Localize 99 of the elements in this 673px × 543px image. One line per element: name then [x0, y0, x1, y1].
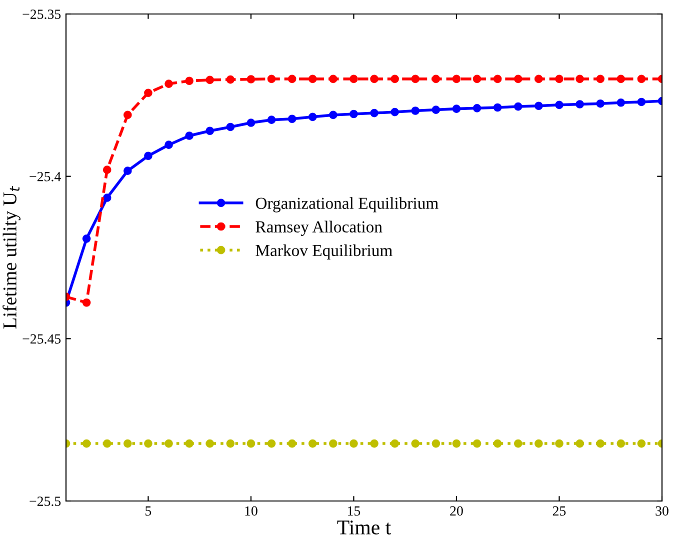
point [206, 439, 214, 448]
legend-label: Organizational Equilibrium [256, 197, 438, 212]
y-axis-title: Lifetime utility U$_{t}$ [2, 186, 20, 329]
point [102, 166, 112, 174]
point [493, 103, 502, 112]
point [432, 74, 440, 84]
x-tick-label: 30 [656, 506, 668, 516]
x-tick-label: 10 [245, 506, 258, 516]
point [370, 439, 378, 448]
point [596, 74, 605, 84]
point [452, 439, 461, 448]
point [144, 152, 152, 160]
point [514, 439, 522, 448]
point [472, 104, 482, 112]
point [123, 110, 132, 120]
point [144, 88, 152, 98]
point [576, 439, 584, 448]
point [432, 106, 440, 114]
point [493, 74, 502, 84]
y-tick-label: −25.5 [30, 496, 61, 506]
point [246, 439, 256, 448]
legend-label: Markov Equilibrium [256, 244, 392, 260]
point [185, 439, 194, 448]
point [308, 74, 317, 84]
point [267, 439, 276, 448]
point [637, 74, 646, 84]
point [308, 439, 317, 448]
point [226, 122, 235, 132]
point [637, 98, 646, 106]
point [267, 74, 276, 84]
y-tick-label: −25.45 [22, 334, 61, 344]
point [596, 439, 605, 448]
point [102, 439, 112, 448]
x-tick-label: 20 [450, 506, 463, 516]
point [164, 439, 173, 448]
point [616, 98, 626, 107]
point [555, 439, 564, 448]
point [370, 74, 378, 84]
point [288, 439, 296, 448]
point [329, 74, 338, 84]
point [308, 112, 317, 122]
point [514, 102, 522, 111]
point [637, 439, 646, 448]
x-tick-label: 25 [552, 506, 566, 516]
point [82, 439, 91, 448]
point [370, 108, 378, 118]
point [493, 439, 502, 448]
point [411, 74, 420, 84]
point [472, 74, 482, 84]
point [226, 439, 235, 448]
point [144, 439, 152, 448]
point [350, 110, 358, 118]
point [329, 110, 338, 120]
point [411, 106, 420, 115]
point [185, 76, 194, 86]
point [102, 194, 112, 202]
point [226, 75, 235, 84]
point [350, 439, 358, 448]
y-tick-label: −25.35 [22, 10, 61, 20]
point [329, 439, 338, 448]
point [82, 234, 91, 243]
point [123, 439, 132, 448]
x-axis-title: Time t [337, 520, 391, 535]
point [616, 74, 626, 84]
point [452, 104, 461, 113]
point [288, 74, 296, 84]
point [616, 439, 626, 448]
point [267, 116, 276, 124]
point [390, 74, 399, 84]
point [123, 166, 132, 175]
point [472, 439, 482, 448]
point [534, 74, 543, 84]
point [411, 439, 420, 448]
point [390, 108, 399, 116]
point [164, 80, 173, 88]
legend-label: Ramsey Allocation [256, 220, 382, 236]
point [534, 102, 543, 110]
y-tick-label: −25.4 [30, 172, 61, 182]
point [555, 100, 564, 110]
point [576, 74, 584, 84]
point [350, 74, 358, 84]
point [555, 74, 564, 84]
point [82, 298, 91, 307]
x-tick-label: 15 [348, 506, 360, 516]
point [534, 439, 543, 448]
point [288, 114, 296, 124]
point [206, 126, 214, 136]
point [576, 100, 584, 108]
point [164, 140, 173, 150]
point [185, 132, 194, 140]
point [246, 118, 256, 127]
point [596, 99, 605, 108]
point [206, 76, 214, 84]
point [432, 439, 440, 448]
point [452, 74, 461, 84]
point [390, 439, 399, 448]
x-tick-label: 5 [146, 506, 152, 516]
point [246, 75, 256, 84]
point [514, 74, 522, 84]
